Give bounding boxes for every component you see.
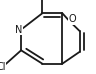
Text: Cl: Cl xyxy=(0,62,6,72)
Text: N: N xyxy=(15,25,22,35)
Text: O: O xyxy=(69,14,76,24)
